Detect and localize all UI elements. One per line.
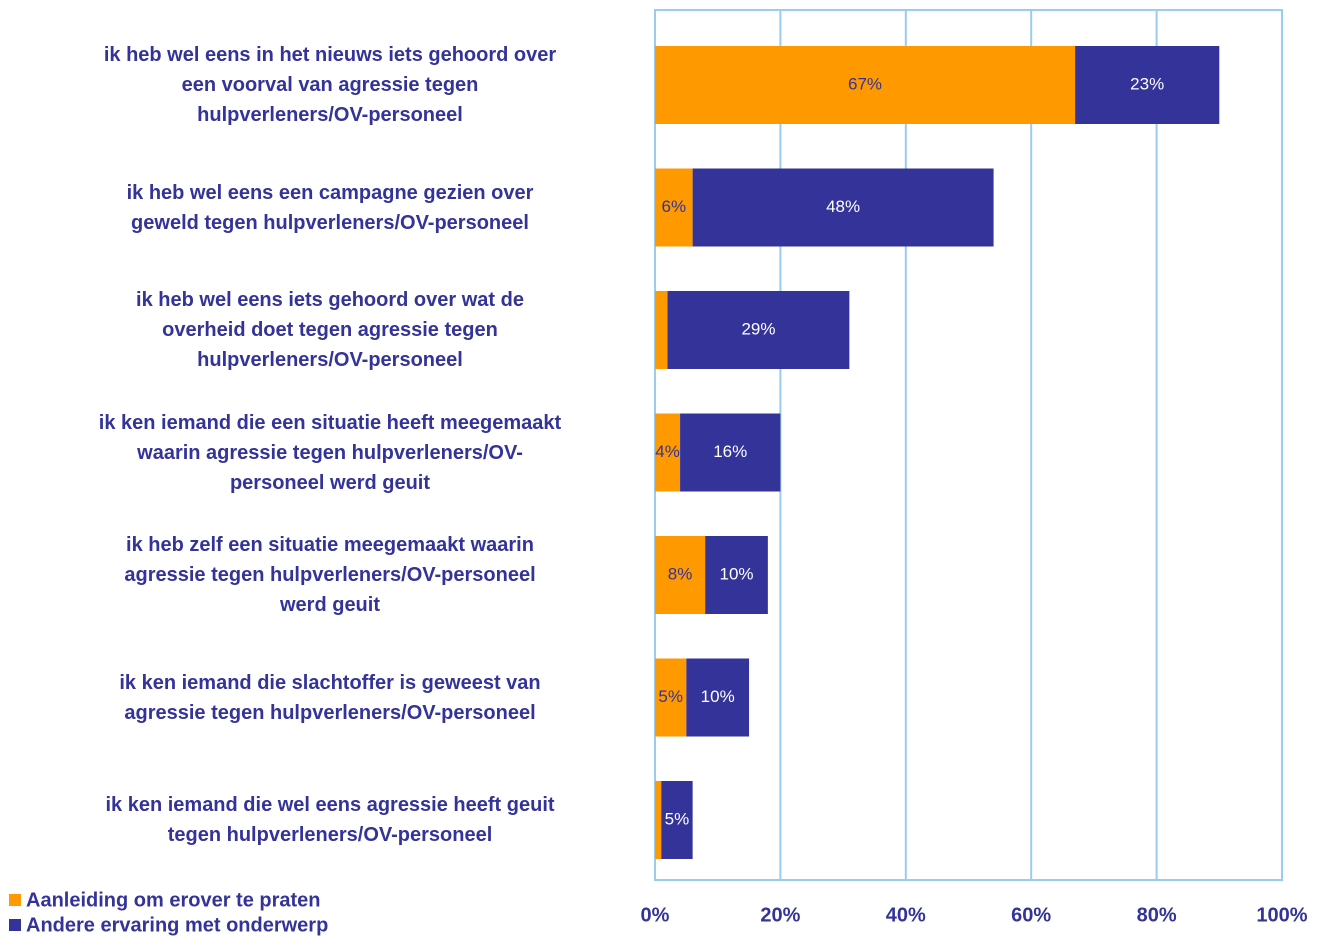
bar-segment (655, 413, 681, 492)
category-label: ik ken iemand die slachtoffer is geweest… (119, 671, 541, 724)
bar-segment (680, 413, 781, 492)
bar-segment (1075, 46, 1220, 124)
x-tick-label: 80% (1137, 904, 1177, 926)
data-label: 23% (1130, 74, 1164, 93)
data-label: 67% (848, 74, 882, 93)
category-label: ik ken iemand die wel eens agressie heef… (105, 794, 555, 846)
data-label: 29% (741, 319, 775, 338)
x-tick-label: 20% (760, 904, 800, 926)
bar-segment (655, 781, 662, 859)
category-label: ik heb zelf een situatie meegemaakt waar… (124, 534, 536, 616)
bar-segment (655, 291, 668, 369)
data-label: 16% (713, 442, 747, 461)
bar-segment (686, 658, 750, 737)
data-label: 5% (665, 809, 690, 828)
category-label: ik heb wel eens een campagne gezien over… (126, 181, 534, 234)
legend-swatch (9, 919, 21, 931)
data-label: 5% (658, 687, 683, 706)
bar-segment (655, 536, 706, 614)
legend-label: Andere ervaring met onderwerp (26, 914, 328, 936)
data-label: 10% (719, 564, 753, 583)
bar-segment (655, 658, 687, 737)
data-label: 8% (668, 564, 693, 583)
bar-segment (705, 536, 768, 614)
bar-segment (661, 781, 693, 859)
bar-segment (667, 291, 850, 369)
bar-segment (655, 46, 1076, 124)
data-label: 10% (701, 687, 735, 706)
x-tick-label: 0% (641, 904, 670, 926)
legend-label: Aanleiding om erover te praten (26, 889, 321, 911)
x-tick-label: 60% (1011, 904, 1051, 926)
category-label: ik heb wel eens iets gehoord over wat de… (136, 289, 524, 371)
bar-segment (692, 168, 994, 247)
category-label: ik ken iemand die een situatie heeft mee… (98, 411, 562, 494)
x-tick-label: 100% (1256, 904, 1307, 926)
legend-swatch (9, 894, 21, 906)
x-tick-label: 40% (886, 904, 926, 926)
data-label: 48% (826, 197, 860, 216)
category-label: ik heb wel eens in het nieuws iets gehoo… (103, 44, 557, 126)
bar-segment (655, 168, 693, 247)
data-label: 6% (662, 197, 687, 216)
data-label: 4% (655, 442, 680, 461)
